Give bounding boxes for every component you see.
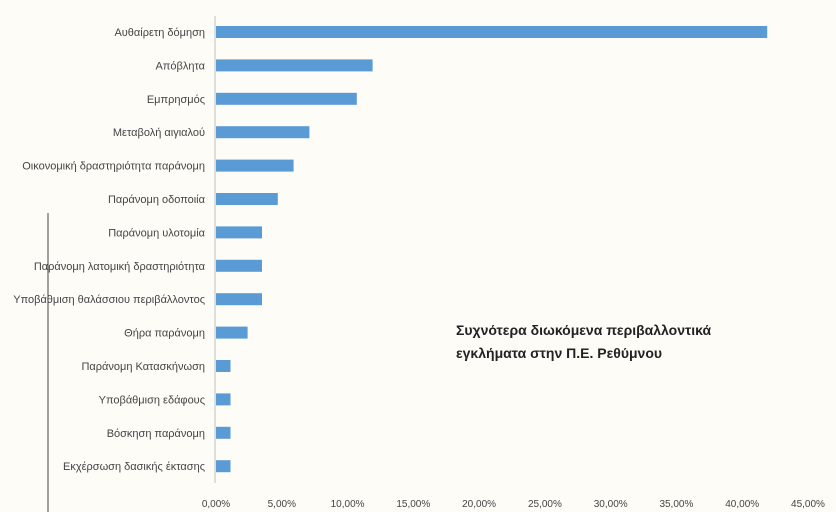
bar (216, 259, 262, 272)
bar (216, 360, 231, 372)
x-tick-label: 20,00% (462, 499, 496, 510)
chart-title-line-2: εγκλήματα στην Π.Ε. Ρεθύμνου (456, 345, 662, 361)
category-labels-group: Αυθαίρετη δόμηση Απόβλητα Εμπρησμός Μεταβολ… (13, 27, 205, 473)
x-tick-labels-group: 0,00% 5,00% 10,00% 15,00% 20,00% 25,00% 30,00%… (202, 499, 825, 510)
x-tick-label: 10,00% (331, 499, 365, 510)
category-label: Εκχέρσωση δασικής έκτασης (63, 461, 205, 473)
category-label: Παράνομη υλοτομία (108, 227, 205, 239)
category-label: Απόβλητα (155, 60, 205, 72)
x-tick-label: 5,00% (268, 499, 296, 510)
x-tick-label: 0,00% (202, 499, 230, 510)
bar (216, 193, 278, 205)
category-label: Θήρα παράνομη (124, 328, 205, 340)
category-label: Υποβάθμιση εδάφους (99, 394, 205, 406)
category-label: Παράνομη Κατασκήνωση (81, 361, 205, 373)
bar (216, 460, 231, 473)
x-tick-label: 25,00% (528, 499, 562, 510)
x-tick-label: 30,00% (594, 499, 628, 510)
x-tick-label: 15,00% (396, 499, 430, 510)
category-label: Υποβάθμιση θαλάσσιου περιβάλλοντος (13, 294, 205, 306)
x-tick-label: 35,00% (659, 499, 693, 510)
bar (216, 393, 231, 406)
bar (216, 126, 310, 139)
bar (216, 426, 231, 439)
x-tick-label: 45,00% (791, 499, 825, 510)
category-label: Μεταβολή αιγιαλού (113, 127, 205, 139)
category-label: Παράνομη οδοποιία (108, 194, 206, 206)
category-label: Οικονομική δραστηριότητα παράνομη (22, 161, 205, 173)
bar (216, 26, 768, 38)
x-tick-label: 40,00% (725, 499, 759, 510)
bar (216, 326, 248, 339)
bar (216, 159, 294, 172)
bar (216, 293, 262, 306)
category-label: Αυθαίρετη δόμηση (114, 27, 205, 39)
bar (216, 226, 262, 239)
chart-title-line-1: Συχνότερα διωκόμενα περιβαλλοντικά (456, 322, 711, 338)
category-label: Παράνομη λατομική δραστηριότητα (34, 261, 206, 273)
bar (216, 59, 373, 72)
bar (216, 92, 357, 105)
bars-group (216, 26, 768, 473)
category-label: Εμπρησμός (147, 94, 205, 106)
category-label: Βόσκηση παράνομη (107, 428, 205, 440)
